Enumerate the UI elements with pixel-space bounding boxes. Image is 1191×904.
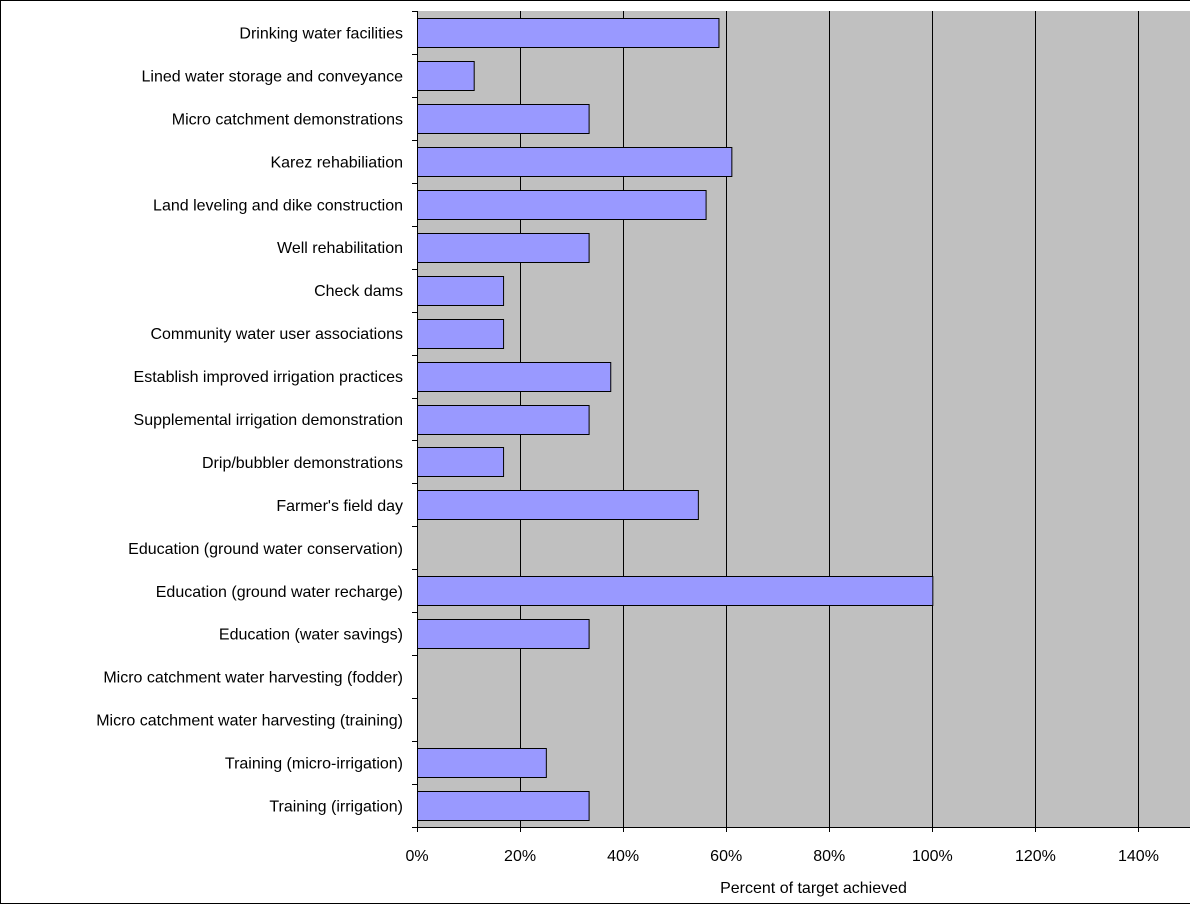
bar (417, 61, 475, 91)
category-label: Farmer's field day (276, 498, 403, 515)
bar (417, 619, 590, 649)
bar (417, 791, 590, 821)
x-tick-label: 60% (710, 848, 742, 865)
x-tick-label: 0% (405, 848, 428, 865)
axes (412, 11, 1190, 832)
category-label: Establish improved irrigation practices (134, 369, 403, 386)
bar (417, 319, 505, 349)
bar (417, 190, 707, 220)
category-label: Check dams (314, 283, 403, 300)
category-label: Lined water storage and conveyance (141, 68, 403, 85)
bar (417, 362, 612, 392)
category-label: Land leveling and dike construction (153, 197, 403, 214)
category-label: Micro catchment water harvesting (traini… (96, 713, 403, 730)
bar (417, 233, 590, 263)
bar (417, 447, 505, 477)
category-labels: Drinking water facilities Lined water sto… (96, 25, 403, 815)
bar (417, 147, 733, 177)
category-label: Drinking water facilities (239, 25, 403, 42)
category-label: Education (ground water recharge) (156, 584, 403, 601)
x-tick-label: 140% (1118, 848, 1159, 865)
category-label: Drip/bubbler demonstrations (202, 455, 403, 472)
bar (417, 104, 590, 134)
category-label: Micro catchment water harvesting (fodder… (103, 670, 403, 687)
x-tick-label: 40% (607, 848, 639, 865)
category-label: Well rehabilitation (277, 240, 403, 257)
category-label: Education (ground water conservation) (128, 541, 403, 558)
x-tick-label: 20% (504, 848, 536, 865)
bars (417, 18, 934, 821)
category-label: Community water user associations (150, 326, 403, 343)
category-label: Supplemental irrigation demonstration (134, 412, 403, 429)
x-axis-title: Percent of target achieved (720, 880, 907, 897)
bar (417, 748, 547, 778)
bar (417, 276, 505, 306)
bar (417, 576, 934, 606)
category-label: Education (water savings) (219, 627, 403, 644)
category-label: Micro catchment demonstrations (172, 111, 403, 128)
bar (417, 490, 699, 520)
x-tick-label: 80% (813, 848, 845, 865)
category-label: Karez rehabiliation (270, 154, 403, 171)
category-label: Training (irrigation) (269, 799, 403, 816)
bar (417, 405, 590, 435)
category-label: Training (micro-irrigation) (225, 756, 403, 773)
x-tick-labels: 0% 20% 40% 60% 80% 100% 120% 140% (405, 848, 1158, 865)
x-tick-label: 120% (1015, 848, 1056, 865)
bar (417, 18, 720, 48)
x-tick-label: 100% (912, 848, 953, 865)
